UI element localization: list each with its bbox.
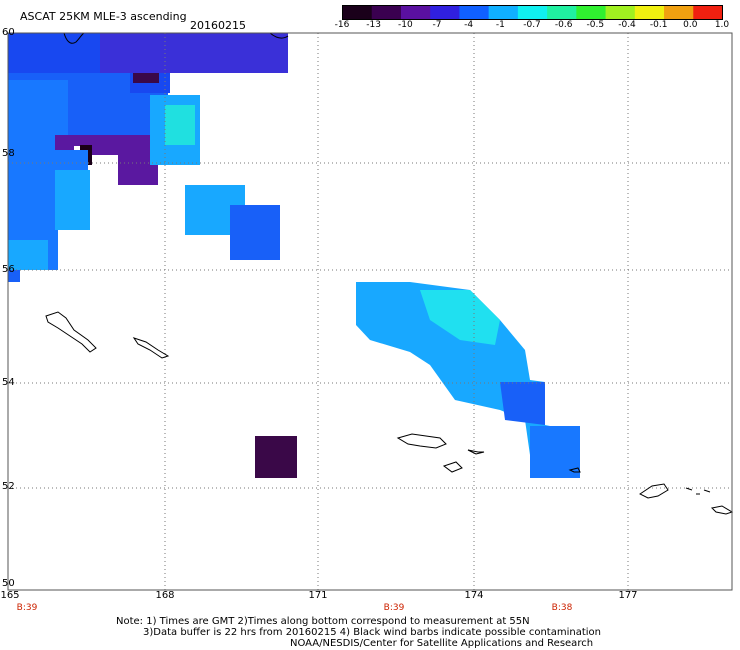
swath-northwest [8,33,288,282]
colorbar-swatch [693,5,723,20]
colorbar-label: 1.0 [714,20,730,30]
colorbar-swatch [664,5,694,20]
y-tick-58: 58 [2,148,15,159]
colorbar-swatch [430,5,460,20]
x-tick-165: 165 [0,590,20,601]
x-tick-171: 171 [308,590,328,601]
map-date: 20160215 [190,19,246,32]
pass-time-3: B:38 [551,603,573,613]
y-tick-56: 56 [2,264,15,275]
colorbar-swatch [488,5,519,20]
y-tick-54: 54 [2,377,15,388]
colorbar-label: -1 [495,20,505,30]
colorbar-swatch [547,5,577,20]
colorbar-label: -13 [366,20,382,30]
map-frame [7,32,733,591]
colorbar-swatch [459,5,490,20]
dark-cell-patch [255,436,297,478]
colorbar-label: -10 [397,20,413,30]
y-tick-52: 52 [2,481,15,492]
colorbar-label: -0.1 [649,20,668,30]
y-tick-60: 60 [2,27,15,38]
colorbar-swatch [605,5,636,20]
colorbar-label: -4 [464,20,474,30]
colorbar-label: -0.5 [586,20,605,30]
x-tick-168: 168 [155,590,175,601]
map-title: ASCAT 25KM MLE-3 ascending [20,10,187,23]
colorbar [342,5,723,20]
colorbar-swatch [371,5,402,20]
coastlines [45,32,734,515]
x-tick-177: 177 [618,590,638,601]
swath-east [356,282,580,478]
note-line-2: 3)Data buffer is 22 hrs from 20160215 4)… [143,627,601,638]
colorbar-label: 0.0 [683,20,698,30]
pass-time-2: B:39 [383,603,405,613]
colorbar-swatch [576,5,607,20]
colorbar-swatch [517,5,548,20]
graticule [8,33,732,590]
x-tick-174: 174 [464,590,484,601]
colorbar-label: -0.6 [554,20,573,30]
pass-time-1: B:39 [16,603,38,613]
y-tick-50: 50 [2,578,15,589]
note-line-1: Note: 1) Times are GMT 2)Times along bot… [116,616,530,627]
colorbar-label: -0.4 [618,20,636,30]
note-line-3: NOAA/NESDIS/Center for Satellite Applica… [290,638,594,649]
colorbar-swatch [400,5,431,20]
colorbar-label: -7 [432,20,442,30]
colorbar-label: -16 [334,20,350,30]
colorbar-swatch [342,5,373,20]
colorbar-swatch [634,5,665,20]
colorbar-label: -0.7 [523,20,541,30]
